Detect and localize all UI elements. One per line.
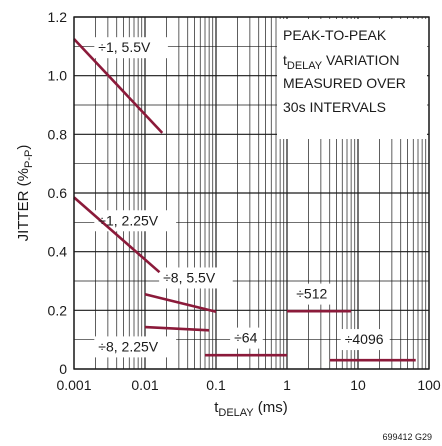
series-label-bg: [94, 37, 168, 59]
annotation-delay-sub: DELAY: [287, 60, 323, 72]
series-label-3: ÷8, 5.5V: [163, 269, 216, 285]
series-label-5: ÷64: [234, 330, 257, 346]
series-line-4: [144, 325, 210, 332]
series-label-bg: [94, 336, 177, 358]
x-tick-label: 1: [283, 377, 291, 393]
y-axis-label-main: JITTER (%: [15, 168, 32, 241]
series-label-1: ÷1, 5.5V: [98, 39, 151, 55]
series-label-4: ÷8, 2.25V: [98, 338, 158, 354]
y-axis-label-sub: P-P: [23, 150, 35, 168]
series-label-bg: [292, 283, 334, 305]
x-tick-label: 100: [417, 377, 441, 393]
x-tick-label: 0.01: [131, 377, 158, 393]
series-label-bg: [159, 267, 233, 289]
x-tick-labels: 0.001 0.01 0.1 1 10 100: [56, 377, 440, 393]
annotation-line-3: MEASURED OVER: [283, 75, 406, 91]
x-axis-label: tDELAY (ms): [214, 399, 288, 419]
y-axis-label-end: ): [15, 145, 32, 150]
annotation-line-4: 30s INTERVALS: [283, 99, 386, 115]
series-label-bg: [230, 327, 263, 349]
y-tick-label: 0: [59, 361, 67, 377]
y-tick-label: 0.2: [48, 302, 68, 318]
x-axis-label-unit: (ms): [254, 399, 288, 416]
series-line-2: [73, 196, 161, 274]
series-label-boxes: [94, 37, 390, 358]
x-axis-label-main: t: [214, 399, 219, 416]
annotation-line-1: PEAK-TO-PEAK: [283, 27, 387, 43]
x-tick-label: 0.001: [56, 377, 91, 393]
annotation-t: t: [283, 52, 287, 68]
series-label-bg: [340, 329, 390, 351]
x-axis-label-sub: DELAY: [218, 407, 254, 419]
series-label-bg: [94, 210, 177, 232]
annotation-background: [277, 19, 427, 139]
y-tick-labels: 0 0.2 0.4 0.6 0.8 1.0 1.2: [48, 9, 68, 377]
series-line-1: [73, 38, 164, 134]
y-tick-label: 1.2: [48, 9, 68, 25]
series-label-2: ÷1, 2.25V: [98, 212, 158, 228]
x-tick-label: 10: [350, 377, 366, 393]
figure-id: 699412 G29: [382, 432, 432, 442]
y-tick-label: 0.4: [48, 244, 68, 260]
series-line-3: [144, 292, 217, 314]
y-tick-label: 0.6: [48, 185, 68, 201]
series-lines: [73, 38, 416, 362]
series-label-7: ÷4096: [345, 331, 384, 347]
annotation-variation: VARIATION: [322, 52, 399, 68]
y-tick-label: 1.0: [48, 68, 68, 84]
annotation-box: PEAK-TO-PEAK tDELAY VARIATION MEASURED O…: [277, 19, 427, 139]
annotation-line-2: tDELAY VARIATION: [283, 52, 399, 72]
y-tick-label: 0.8: [48, 126, 68, 142]
plot-frame: [73, 16, 430, 370]
series-label-6: ÷512: [296, 286, 327, 302]
series-labels: ÷1, 5.5V ÷1, 2.25V ÷8, 5.5V ÷8, 2.25V ÷64 ÷51…: [98, 39, 383, 354]
x-tick-label: 0.1: [206, 377, 226, 393]
y-axis-label: JITTER (%P-P): [15, 145, 35, 242]
